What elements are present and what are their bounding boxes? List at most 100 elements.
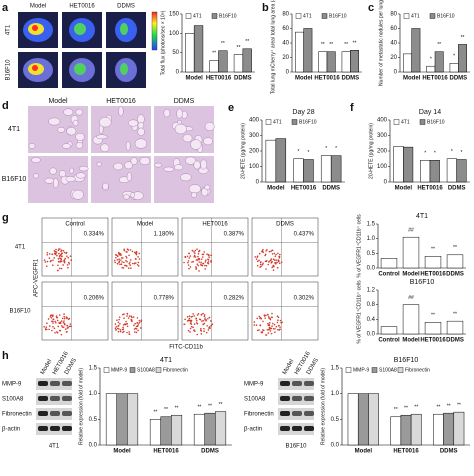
bar <box>326 51 336 73</box>
flow-percentage: 0.206% <box>84 296 105 302</box>
bar <box>453 411 465 446</box>
cell-event <box>57 325 60 328</box>
significance-mark: ** <box>404 406 408 412</box>
cell-event <box>273 259 276 262</box>
cell-event <box>197 313 200 315</box>
cell-event <box>277 325 280 327</box>
x-tick-label: DDMS <box>446 338 464 344</box>
x-tick-label: Model <box>295 76 313 82</box>
cell-event <box>60 320 63 322</box>
cell-event <box>117 321 120 324</box>
significance-mark: ** <box>344 42 348 48</box>
bar <box>209 60 219 73</box>
cell-event <box>205 264 208 267</box>
cell-event <box>123 249 126 252</box>
cell-event <box>45 265 48 267</box>
cell-event <box>113 259 116 262</box>
y-axis-label: Total lung mCherry⁺ area/ total lung are… <box>270 0 276 94</box>
cell-event <box>55 248 57 251</box>
flow-percentage: 0.302% <box>294 296 315 302</box>
cell-event <box>207 260 210 263</box>
y-axis-label: Relative expression (fold of model) <box>78 368 84 445</box>
cell-event <box>206 253 208 255</box>
cell-event <box>259 324 262 326</box>
x-tick-label: Model <box>403 76 421 82</box>
y-tick-label: 300 <box>249 133 260 139</box>
significance-mark: * <box>434 151 436 157</box>
cell-event <box>48 325 51 327</box>
cell-event <box>210 254 212 257</box>
x-tick-label: Control <box>378 338 400 344</box>
cell-event <box>261 263 264 266</box>
x-tick-label: DDMS <box>446 272 464 278</box>
flow-column-label: Model <box>137 222 153 228</box>
cell-event <box>59 254 61 257</box>
cell-event <box>117 324 120 327</box>
blot-band <box>292 396 302 401</box>
cell-event <box>43 259 46 261</box>
cell-event <box>127 267 130 269</box>
cell-event <box>126 312 129 315</box>
legend-swatch <box>129 367 136 373</box>
cell-event <box>263 315 266 317</box>
cell-event <box>125 265 128 267</box>
cell-event <box>65 316 68 318</box>
cell-event <box>122 330 125 333</box>
flow-plot <box>111 217 179 277</box>
blot-band <box>50 426 60 431</box>
bar <box>293 158 304 183</box>
alveolus <box>113 162 124 171</box>
significance-mark: ** <box>153 410 157 416</box>
cell-event <box>63 320 65 322</box>
y-tick-label: 80 <box>282 12 289 18</box>
flow-percentage: 0.778% <box>154 296 175 302</box>
cell-event <box>60 249 63 252</box>
cell-event <box>193 254 196 257</box>
alveolus <box>188 184 201 194</box>
significance-mark: * <box>451 149 453 155</box>
x-tick-label: DDMS <box>201 449 219 455</box>
cell-event <box>134 252 137 254</box>
cell-event <box>202 253 205 256</box>
cell-event <box>52 259 54 261</box>
cell-event <box>51 329 53 332</box>
cell-event <box>258 259 260 262</box>
cell-event <box>276 315 279 317</box>
cell-event <box>118 253 120 255</box>
cell-event <box>54 320 56 323</box>
cell-event <box>207 317 209 320</box>
chart-title: 4T1 <box>160 357 172 364</box>
cell-event <box>206 325 208 327</box>
cell-event <box>114 261 117 264</box>
cell-event <box>201 264 204 267</box>
y-tick-label: 20 <box>282 55 289 61</box>
chart-title: Day 14 <box>419 109 441 116</box>
flow-percentage: 0.334% <box>84 232 105 238</box>
cell-event <box>135 325 138 328</box>
cell-event <box>130 267 132 269</box>
legend-label: S100A8 <box>379 367 397 373</box>
y-tick-label: 60 <box>282 26 289 32</box>
cell-event <box>68 261 70 264</box>
flow-y-label: APC-VEGFR1 <box>34 258 40 297</box>
cell-event <box>189 322 192 325</box>
y-tick-label: 100 <box>249 164 260 170</box>
panel-letter: g <box>2 212 9 224</box>
cell-event <box>265 260 268 263</box>
cell-event <box>202 319 205 322</box>
bar <box>127 393 139 446</box>
cell-event <box>274 255 277 257</box>
cell-event <box>195 319 198 322</box>
legend-label: B16F10 <box>427 119 445 125</box>
bar <box>242 48 252 73</box>
cell-event <box>126 260 128 263</box>
cell-event <box>51 253 53 256</box>
legend-swatch <box>295 13 302 19</box>
flow-plot <box>251 217 319 277</box>
legend-swatch <box>321 13 328 19</box>
bar <box>233 54 244 73</box>
blot-band <box>292 411 302 416</box>
significance-mark: ** <box>221 41 225 47</box>
y-tick-label: 40 <box>282 41 289 47</box>
